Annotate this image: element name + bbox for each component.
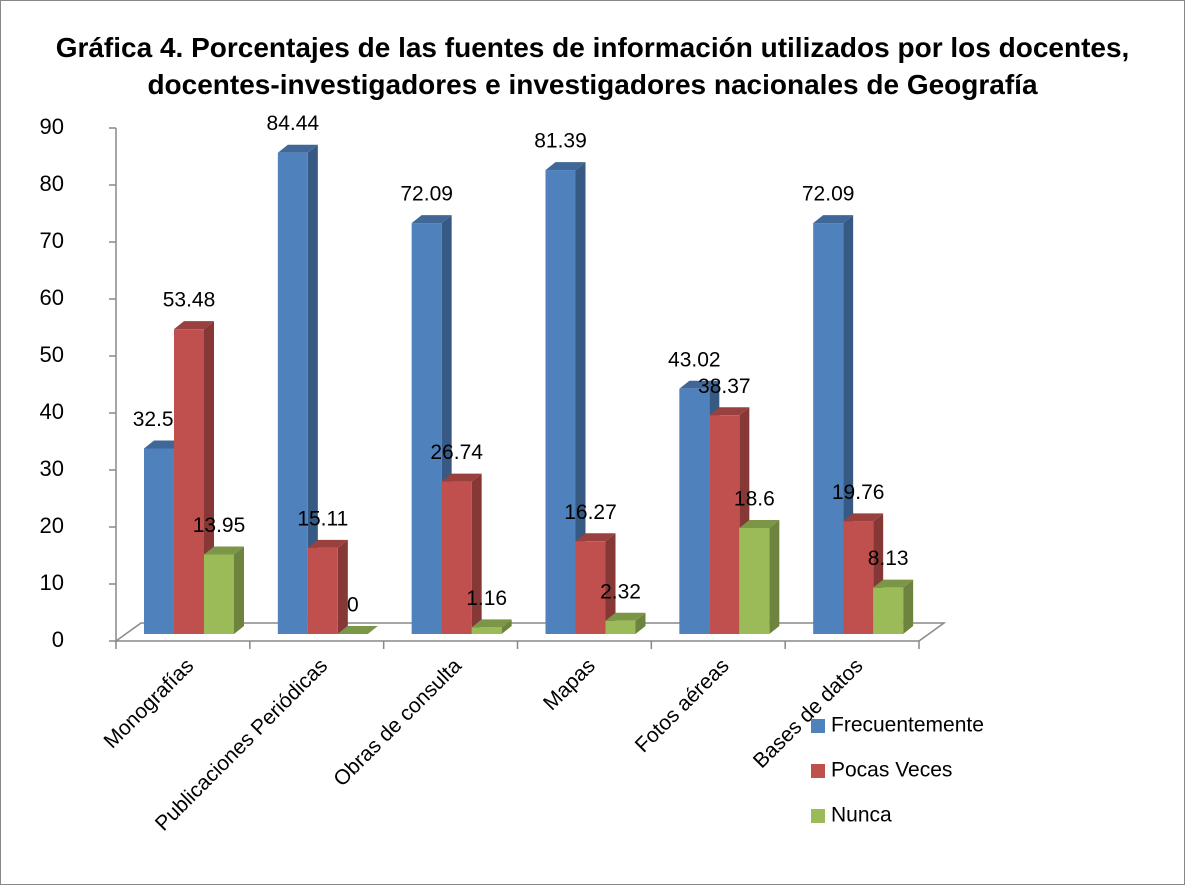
bar (471, 619, 512, 634)
bar-top (813, 215, 854, 224)
data-label: 1.16 (466, 587, 507, 610)
data-label: 81.39 (534, 130, 587, 153)
legend-swatch (811, 719, 825, 733)
bar-front (545, 170, 576, 634)
bar-front (873, 587, 904, 634)
data-label: 53.48 (163, 289, 216, 312)
y-tick-label: 60 (40, 285, 64, 310)
bar-front (813, 223, 844, 634)
x-tick-label: Mapas (539, 654, 600, 715)
bar (605, 612, 646, 634)
bar-front (411, 223, 442, 634)
data-label: 19.76 (832, 481, 885, 504)
bar-top (307, 539, 348, 548)
bar-top (441, 473, 482, 482)
bar-side (575, 162, 586, 634)
bar-top (277, 144, 318, 153)
legend-swatch (811, 809, 825, 823)
bar-top (843, 513, 884, 522)
bar-side (337, 539, 348, 634)
bar-front (144, 448, 174, 634)
bar-front (277, 152, 308, 634)
bar-top (471, 619, 512, 628)
y-tick-label: 90 (40, 114, 64, 139)
bar-top (873, 579, 914, 588)
chart-title: Gráfica 4. Porcentajes de las fuentes de… (55, 32, 1130, 100)
y-tick-label: 0 (52, 627, 64, 652)
bar-top (337, 626, 378, 634)
data-label: 84.44 (267, 112, 320, 135)
bar (873, 579, 914, 634)
x-tick-label: Obras de consulta (329, 654, 466, 791)
bar (545, 162, 586, 634)
bar-front (709, 415, 740, 634)
bar-side (635, 612, 646, 634)
y-tick-label: 30 (40, 456, 64, 481)
bar (739, 519, 780, 634)
bar-front (739, 527, 770, 634)
bar (441, 473, 482, 634)
bar-side (903, 579, 914, 634)
bar-top (709, 407, 750, 416)
bar (277, 144, 318, 634)
bar-top (174, 321, 214, 330)
bar-front (471, 627, 502, 634)
data-label: 0 (347, 594, 359, 617)
data-label: 72.09 (802, 183, 855, 206)
bar-top (679, 380, 720, 389)
bar-front (679, 388, 710, 634)
y-tick-label: 20 (40, 513, 64, 538)
bar-front (605, 620, 636, 634)
bar-front (174, 329, 204, 634)
bar-front (575, 541, 606, 634)
data-label: 38.37 (698, 375, 751, 398)
bar (575, 533, 616, 634)
bar (174, 321, 214, 634)
bar-side (471, 473, 482, 634)
y-tick-label: 80 (40, 171, 64, 196)
bar-side (234, 546, 244, 634)
bar (709, 407, 750, 634)
legend-label: Pocas Veces (831, 759, 952, 782)
bar (411, 215, 452, 634)
bar (307, 539, 348, 634)
y-tick-label: 10 (40, 570, 64, 595)
bar-side (769, 519, 780, 634)
y-tick-label: 70 (40, 228, 64, 253)
data-label: 43.02 (668, 348, 721, 371)
bar-top (605, 612, 646, 621)
bar-front (204, 554, 234, 634)
data-label: 15.11 (297, 507, 348, 530)
data-label: 26.74 (430, 441, 483, 464)
data-label: 2.32 (600, 580, 641, 603)
bar-front (441, 481, 472, 634)
bar-front (843, 521, 874, 634)
bar-top (411, 215, 452, 224)
data-label: 13.95 (193, 514, 246, 537)
data-label: 16.27 (564, 501, 617, 524)
bar-top (204, 546, 244, 555)
bar (337, 626, 378, 634)
legend-label: Frecuentemente (831, 714, 984, 737)
bar-top (545, 162, 586, 171)
data-label: 32.55 (133, 408, 186, 431)
x-tick-label: Monografías (100, 654, 199, 753)
bar-side (605, 533, 616, 634)
data-label: 18.6 (734, 488, 775, 511)
legend-swatch (811, 764, 825, 778)
data-label: 72.09 (400, 183, 453, 206)
bar-front (307, 547, 338, 634)
y-tick-label: 40 (40, 399, 64, 424)
bar-top (739, 519, 780, 528)
bar-top (575, 533, 616, 542)
legend-label: Nunca (831, 804, 892, 827)
y-tick-label: 50 (40, 342, 64, 367)
bar (204, 546, 244, 634)
bar-side (501, 619, 512, 634)
x-tick-label: Fotos aéreas (631, 654, 734, 757)
data-label: 8.13 (868, 547, 909, 570)
bar-side (307, 144, 318, 634)
